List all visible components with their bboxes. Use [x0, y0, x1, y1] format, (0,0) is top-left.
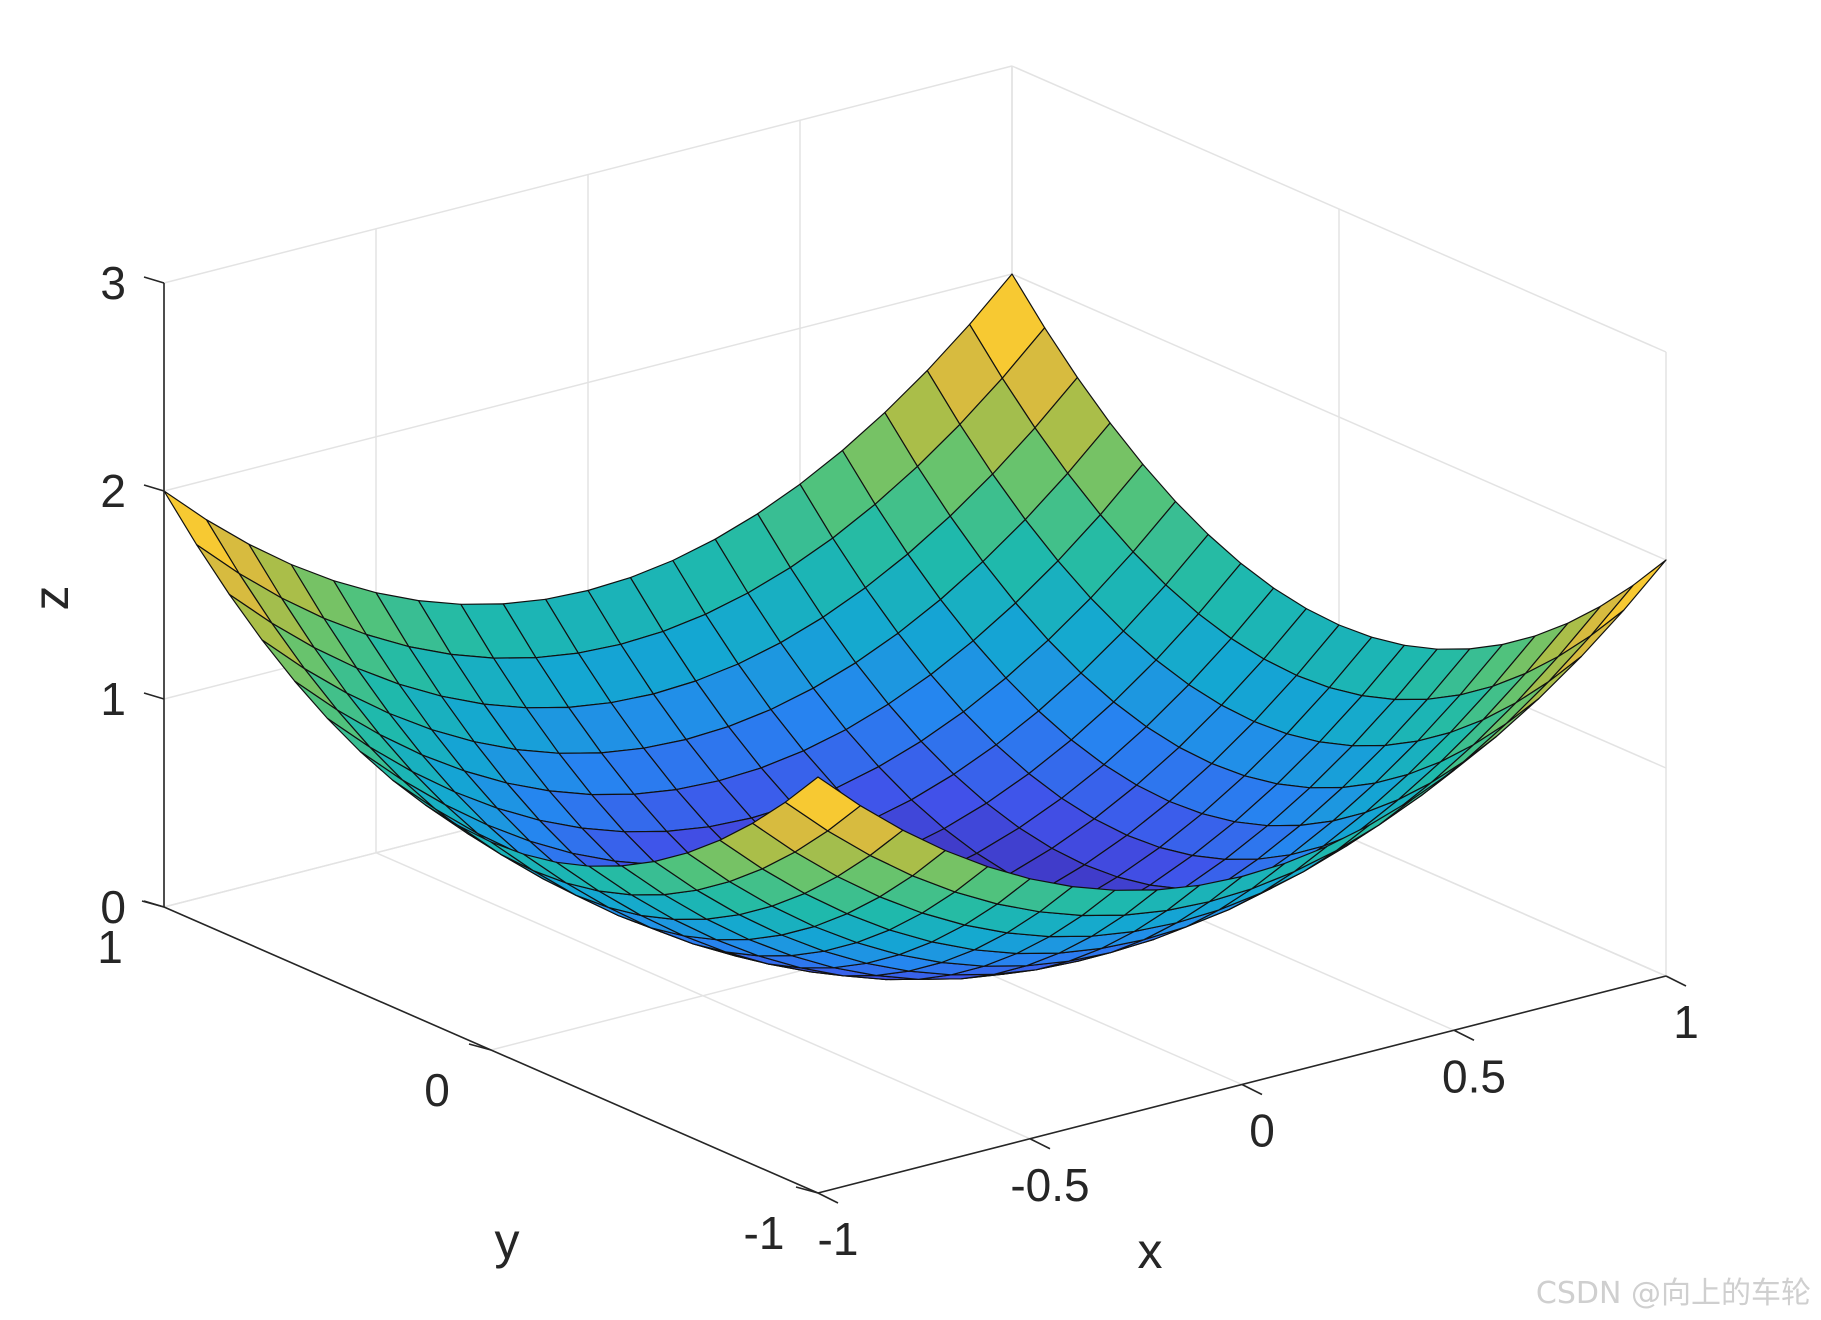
surface-mesh — [163, 273, 1667, 981]
x-tick-label: 0 — [1249, 1105, 1275, 1157]
z-tick-label: 1 — [100, 673, 126, 725]
z-tick — [143, 276, 165, 284]
x-tick — [1665, 975, 1687, 987]
z-tick-label: 3 — [100, 257, 126, 309]
y-tick-label: -1 — [744, 1207, 785, 1259]
x-tick — [1241, 1083, 1263, 1096]
z-axis-label: z — [23, 586, 79, 611]
grid-line — [163, 65, 1013, 284]
surface-patch — [784, 776, 862, 832]
x-tick-label: 0.5 — [1442, 1050, 1506, 1102]
z-tick-label: 0 — [100, 881, 126, 933]
x-tick-label: -1 — [818, 1213, 859, 1265]
z-tick — [143, 692, 165, 700]
y-tick — [468, 1043, 492, 1051]
watermark: CSDN @向上的车轮 — [1536, 1276, 1811, 1311]
surface-patch — [1590, 559, 1667, 637]
x-tick-label: 1 — [1673, 996, 1699, 1048]
grid-line — [163, 273, 1013, 492]
x-tick-label: -0.5 — [1010, 1159, 1089, 1211]
surface-patch — [1557, 584, 1634, 658]
x-tick — [1029, 1138, 1051, 1150]
z-tick — [143, 900, 165, 908]
y-axis-label: y — [495, 1213, 520, 1269]
y-tick — [795, 1186, 819, 1194]
x-axis-label: x — [1138, 1223, 1163, 1279]
x-tick — [817, 1192, 839, 1204]
x-tick — [1453, 1029, 1475, 1041]
grid-line — [1011, 65, 1667, 353]
y-tick-label: 0 — [424, 1064, 450, 1116]
z-tick-label: 2 — [100, 465, 126, 517]
axes — [141, 276, 1687, 1204]
z-tick — [143, 484, 165, 492]
grid-line — [1011, 273, 1667, 561]
y-tick-label: 1 — [97, 921, 123, 973]
